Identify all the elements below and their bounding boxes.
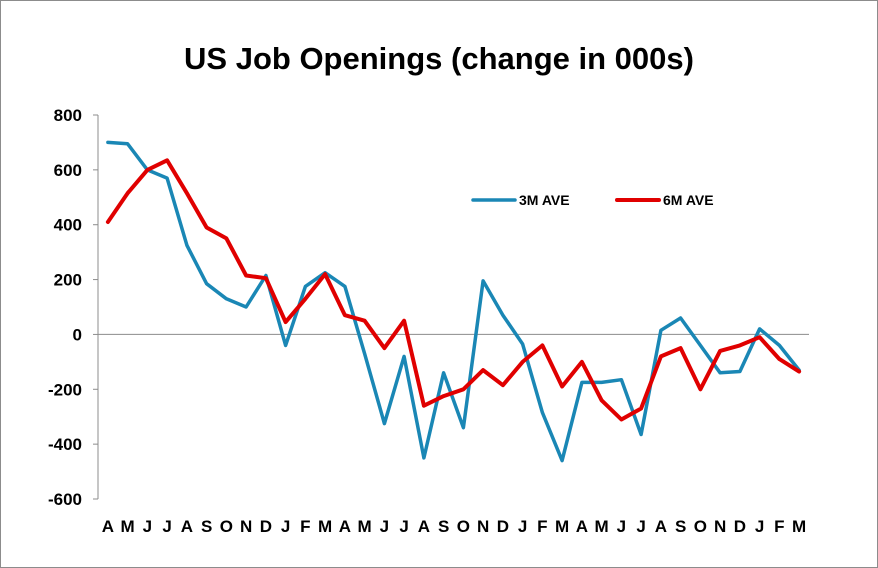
x-tick-label: D: [734, 517, 746, 536]
x-tick-label: N: [477, 517, 489, 536]
x-tick-label: M: [792, 517, 806, 536]
series-line-6m-ave: [105, 158, 802, 422]
y-tick-label: 800: [54, 106, 82, 125]
x-tick-label: F: [537, 517, 547, 536]
legend: 3M AVE 6M AVE: [471, 192, 714, 208]
chart-title: US Job Openings (change in 000s): [184, 41, 694, 76]
x-tick-label: J: [399, 517, 408, 536]
legend-label: 6M AVE: [663, 192, 714, 208]
x-tick-label: F: [300, 517, 310, 536]
x-tick-label: M: [121, 517, 135, 536]
x-tick-label: J: [143, 517, 152, 536]
x-tick-label: J: [617, 517, 626, 536]
x-tick-label: J: [281, 517, 290, 536]
x-tick-label: A: [576, 517, 588, 536]
x-tick-label: J: [162, 517, 171, 536]
series-lines: [105, 140, 802, 463]
x-tick-label: O: [694, 517, 707, 536]
x-tick-label: F: [774, 517, 784, 536]
y-tick-labels: 800 600 400 200 0 -200 -400 -600: [48, 106, 82, 509]
axes: [93, 114, 809, 500]
y-tick-label: 0: [73, 325, 82, 344]
x-tick-label: D: [497, 517, 509, 536]
x-tick-label: M: [358, 517, 372, 536]
x-tick-label: O: [457, 517, 470, 536]
y-tick-label: 600: [54, 161, 82, 180]
x-tick-label: A: [339, 517, 351, 536]
legend-label: 3M AVE: [519, 192, 570, 208]
x-tick-label: N: [240, 517, 252, 536]
series-line-3m-ave: [106, 140, 801, 463]
x-tick-label: J: [755, 517, 764, 536]
x-tick-label: A: [418, 517, 430, 536]
y-tick-label: 400: [54, 216, 82, 235]
x-tick-label: A: [102, 517, 114, 536]
x-tick-label: S: [675, 517, 686, 536]
x-tick-label: M: [555, 517, 569, 536]
x-tick-label: S: [201, 517, 212, 536]
x-tick-label: O: [220, 517, 233, 536]
y-tick-label: -400: [48, 435, 82, 454]
x-tick-label: J: [636, 517, 645, 536]
y-tick-label: 200: [54, 271, 82, 290]
y-tick-label: -600: [48, 490, 82, 509]
x-tick-label: M: [595, 517, 609, 536]
x-tick-label: J: [380, 517, 389, 536]
x-tick-label: M: [318, 517, 332, 536]
x-tick-label: N: [714, 517, 726, 536]
x-tick-label: A: [181, 517, 193, 536]
x-tick-label: J: [518, 517, 527, 536]
y-tick-label: -200: [48, 380, 82, 399]
x-tick-label: S: [438, 517, 449, 536]
x-tick-label: D: [260, 517, 272, 536]
x-tick-label: A: [655, 517, 667, 536]
